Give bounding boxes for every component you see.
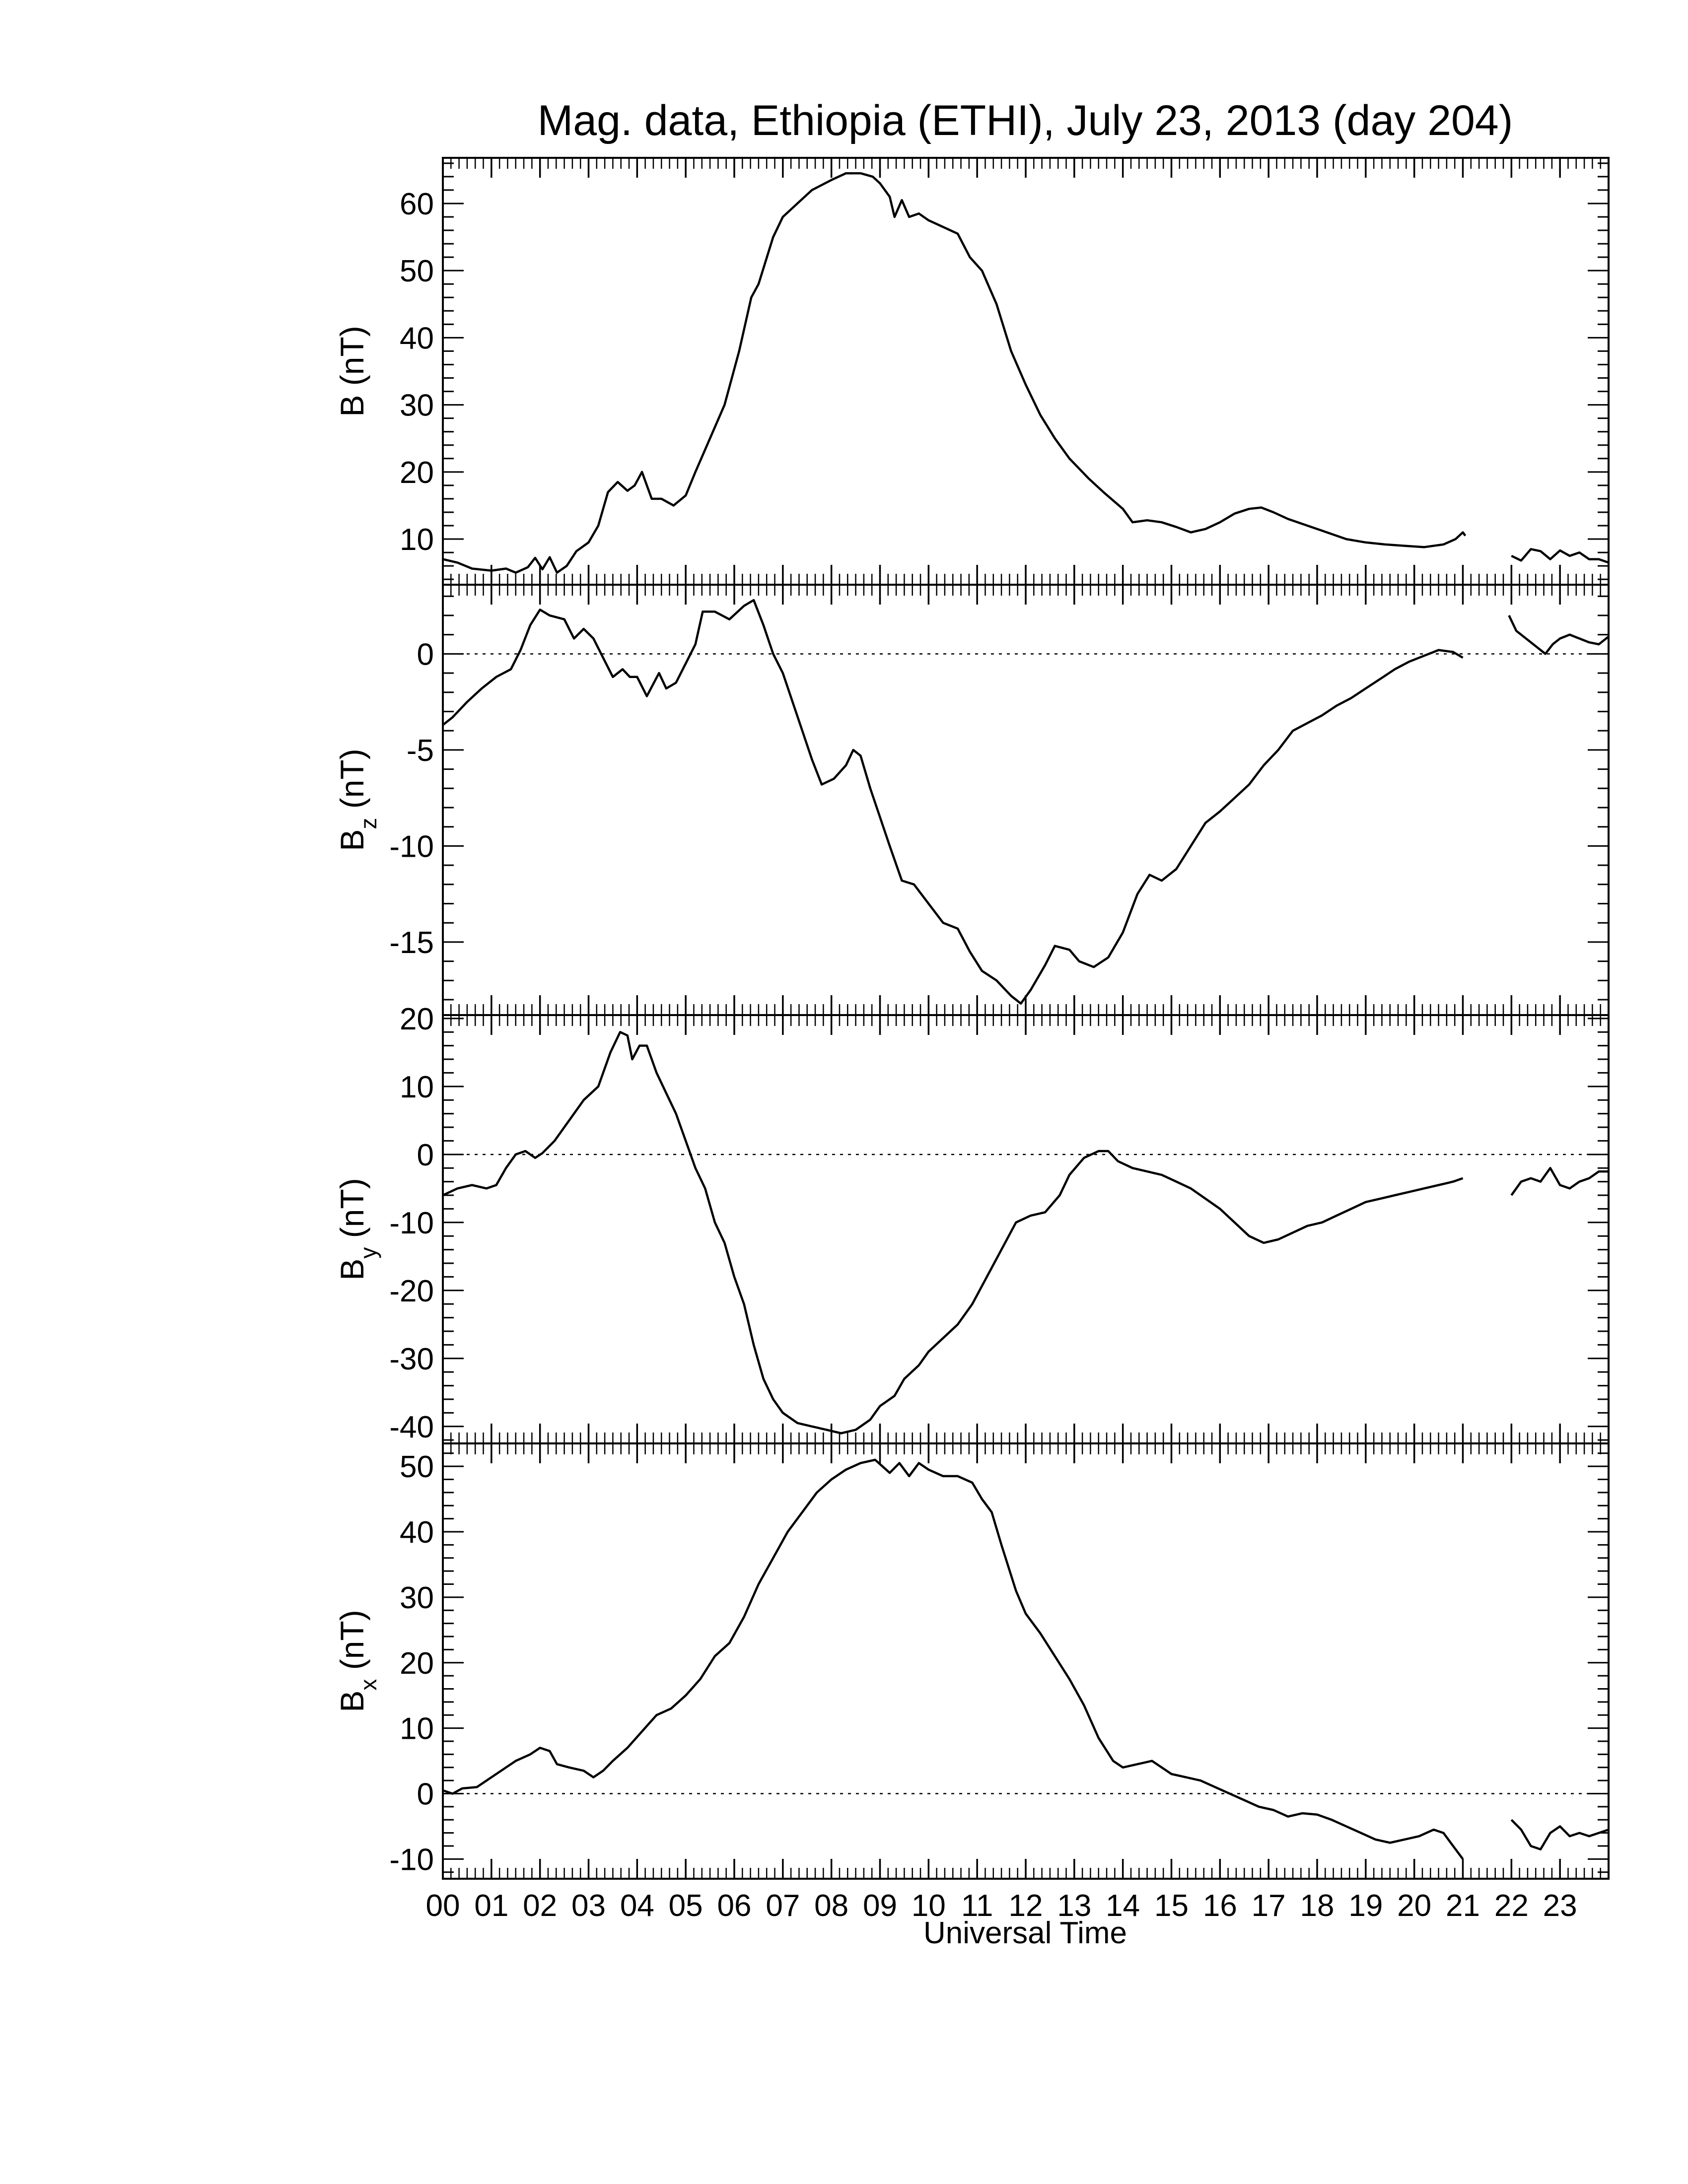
x-tick-label: 09 (863, 1889, 897, 1923)
series-line (442, 599, 1464, 1005)
x-tick-label: 07 (766, 1889, 800, 1923)
y-tick-label: 0 (417, 637, 434, 672)
panel-3: -40 -30 -20 -10 0 10 20 By (nT) (334, 1002, 1610, 1444)
panel-frame (442, 1014, 1610, 1444)
y-tick-label: -10 (389, 1206, 434, 1240)
y-tick-label: -40 (389, 1410, 434, 1444)
series-line (442, 1458, 1464, 1860)
x-tick-label: 06 (717, 1889, 752, 1923)
y-tick-label: -10 (389, 1843, 434, 1877)
x-axis-label: Universal Time (923, 1916, 1127, 1950)
x-tick-label: 21 (1446, 1889, 1480, 1923)
series-line (442, 172, 1467, 574)
y-tick-label: 40 (400, 1515, 434, 1550)
y-tick-label: 30 (400, 389, 434, 423)
panel-frame (442, 157, 1610, 586)
x-tick-label: 12 (1009, 1889, 1043, 1923)
y-tick-label: 20 (400, 1002, 434, 1036)
x-tick-label: 23 (1543, 1889, 1577, 1923)
x-tick-label: 13 (1057, 1889, 1091, 1923)
x-tick-label: 04 (620, 1889, 654, 1923)
series-line (1510, 1819, 1609, 1850)
x-tick-label: 15 (1154, 1889, 1189, 1923)
series-line (1510, 1166, 1609, 1196)
x-tick-label: 16 (1203, 1889, 1237, 1923)
y-axis-label: By (nT) (334, 1178, 381, 1280)
panel-frame (442, 1442, 1610, 1880)
y-tick-label: 50 (400, 254, 434, 288)
x-tick-label: 03 (571, 1889, 606, 1923)
x-tick-label: 22 (1494, 1889, 1529, 1923)
y-tick-label: 40 (400, 321, 434, 355)
panel-1: 10 20 30 40 50 60 B (nT) (334, 157, 1610, 586)
y-tick-label: -20 (389, 1274, 434, 1308)
y-tick-label: -10 (389, 829, 434, 864)
series-line (1511, 548, 1609, 564)
x-tick-label: 19 (1348, 1889, 1383, 1923)
x-tick-label: 00 (426, 1889, 460, 1923)
x-tick-label: 02 (523, 1889, 557, 1923)
y-tick-label: 10 (400, 1070, 434, 1104)
x-tick-label: 05 (669, 1889, 703, 1923)
y-tick-label: -5 (407, 734, 434, 768)
chart-title: Mag. data, Ethiopia (ETHI), July 23, 201… (538, 97, 1513, 144)
x-tick-label: 08 (814, 1889, 848, 1923)
x-tick-label: 17 (1252, 1889, 1286, 1923)
series-line (442, 1030, 1464, 1434)
x-tick-label: 18 (1300, 1889, 1335, 1923)
y-axis-label: Bz (nT) (334, 749, 381, 851)
y-tick-label: 20 (400, 1646, 434, 1681)
x-tick-label: 01 (474, 1889, 508, 1923)
panel-2: -15 -10 -5 0 Bz (nT) (334, 584, 1610, 1016)
y-tick-label: 0 (417, 1777, 434, 1812)
panel-4: -10 0 10 20 30 40 50 Bx (nT) (334, 1442, 1610, 1880)
y-tick-label: -15 (389, 926, 434, 960)
y-tick-label: 30 (400, 1581, 434, 1615)
y-tick-label: 20 (400, 456, 434, 490)
x-axis-tick-labels: 00 01 02 03 04 05 06 07 08 09 10 11 12 13 14 15 16 17 18 19… (426, 1889, 1577, 1923)
y-tick-label: 60 (400, 187, 434, 221)
x-tick-label: 11 (961, 1889, 993, 1923)
y-tick-label: 10 (400, 1712, 434, 1746)
y-tick-label: -30 (389, 1342, 434, 1376)
y-tick-label: 0 (417, 1138, 434, 1172)
y-axis-label: Bx (nT) (334, 1610, 381, 1712)
y-axis-label: B (nT) (334, 326, 370, 416)
x-tick-label: 14 (1106, 1889, 1140, 1923)
panel-frame (442, 584, 1610, 1016)
y-tick-label: 10 (400, 523, 434, 557)
y-tick-label: 50 (400, 1450, 434, 1484)
x-tick-label: 20 (1397, 1889, 1431, 1923)
x-tick-label: 10 (912, 1889, 946, 1923)
series-line (1508, 614, 1610, 655)
panels-container: 10 20 30 40 50 60 B (nT) -15 -10 -5 0 Bz (nT) -40 -30… (334, 157, 1610, 1880)
